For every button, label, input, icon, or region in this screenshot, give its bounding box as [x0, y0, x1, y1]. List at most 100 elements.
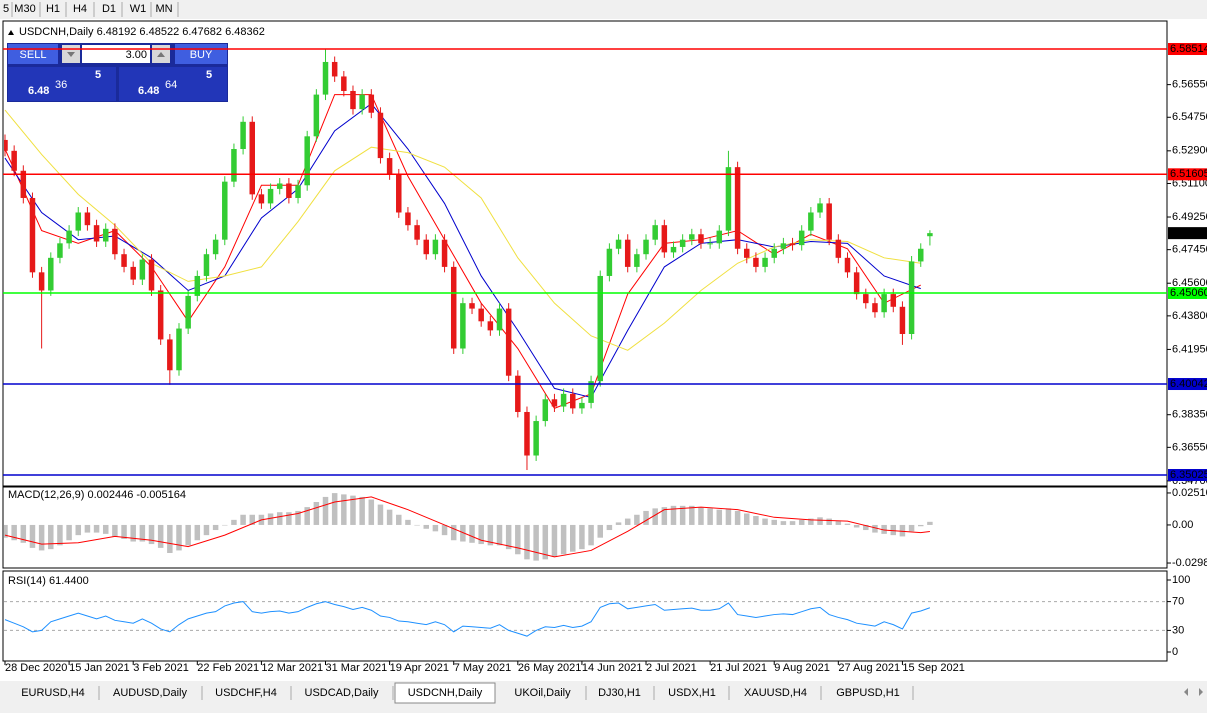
rsi-line: [4, 601, 931, 637]
tab-scroll-left[interactable]: [1184, 688, 1188, 696]
tab-label[interactable]: UKOil,Daily: [514, 687, 571, 699]
moving-average: [4, 94, 921, 409]
candle-body: [331, 61, 338, 77]
candle-body: [203, 254, 210, 276]
candle-body: [93, 225, 100, 242]
candle-body: [597, 275, 603, 382]
macd-bar: [661, 507, 668, 525]
active-tab[interactable]: [394, 682, 496, 704]
candle-body: [368, 94, 375, 113]
macd-bar: [295, 510, 301, 525]
tab-label[interactable]: USDCAD,Daily: [305, 687, 379, 699]
candle-body: [661, 225, 668, 253]
macd-bar: [423, 524, 429, 529]
macd-bar: [542, 524, 549, 560]
macd-bar: [185, 524, 191, 546]
macd-bar: [551, 524, 558, 557]
ask-box[interactable]: [119, 67, 227, 101]
candle-body: [423, 239, 429, 255]
candle-body: [808, 212, 814, 231]
candle-body: [725, 167, 732, 231]
candle-body: [734, 167, 741, 249]
timeframe-button[interactable]: M30: [14, 3, 35, 15]
macd-bar: [716, 509, 723, 525]
candle-body: [286, 183, 292, 198]
macd-bar: [148, 524, 155, 545]
candle-body: [121, 254, 127, 267]
candle-body: [881, 294, 887, 313]
macd-bar: [11, 524, 17, 541]
tab-label[interactable]: XAUUSD,H4: [744, 687, 807, 699]
macd-bar: [725, 508, 732, 525]
timeframe-button[interactable]: MN: [155, 3, 172, 15]
macd-bar: [441, 524, 448, 536]
macd-bar: [20, 524, 27, 543]
macd-bar: [194, 524, 201, 541]
timeframe-button[interactable]: D1: [102, 3, 116, 15]
tab-label[interactable]: DJ30,H1: [598, 687, 641, 699]
tab-label[interactable]: USDCHF,H4: [215, 687, 277, 699]
lot-value[interactable]: 3.00: [126, 49, 147, 61]
y-tick-label: 6.52900: [1172, 145, 1207, 157]
x-tick-label: 9 Aug 2021: [774, 662, 830, 674]
candle-body: [240, 121, 246, 150]
timeframe-button[interactable]: H1: [46, 3, 60, 15]
macd-bar: [75, 524, 82, 536]
candle-body: [377, 112, 384, 159]
tab-label[interactable]: GBPUSD,H1: [836, 687, 900, 699]
candle-body: [249, 121, 255, 195]
y-tick-label: 6.43800: [1172, 310, 1207, 322]
candle-body: [414, 225, 420, 240]
macd-bar: [634, 514, 640, 525]
macd-bar: [588, 524, 594, 546]
candle-body: [835, 239, 842, 258]
candle-body: [652, 225, 658, 240]
x-tick-label: 21 Jul 2021: [710, 662, 767, 674]
bid-sup: 5: [95, 69, 101, 81]
candle-body: [386, 158, 393, 175]
candle-body: [670, 246, 677, 253]
macd-bar: [331, 493, 338, 525]
candle-body: [38, 272, 45, 291]
macd-bar: [808, 518, 814, 525]
macd-bar: [48, 524, 54, 550]
macd-bar: [157, 524, 164, 548]
tab-label[interactable]: AUDUSD,Daily: [113, 687, 187, 699]
macd-bar: [798, 519, 805, 525]
buy-label[interactable]: BUY: [190, 49, 213, 61]
tab-label[interactable]: USDX,H1: [668, 687, 716, 699]
macd-bar: [231, 519, 237, 525]
collapse-icon[interactable]: [8, 30, 14, 35]
sell-label[interactable]: SELL: [20, 49, 47, 61]
candle-body: [524, 411, 530, 456]
macd-bar: [112, 524, 118, 537]
macd-bar: [313, 502, 320, 525]
macd-bar: [432, 524, 439, 532]
bid-box[interactable]: [8, 67, 116, 101]
candle-body: [212, 239, 219, 255]
tab-label[interactable]: USDCNH,Daily: [408, 687, 483, 699]
y-tick-label: 6.51100: [1172, 177, 1207, 189]
candle-body: [927, 233, 933, 237]
candle-body: [698, 234, 704, 244]
y-tick-label: 100: [1172, 574, 1190, 586]
timeframe-button[interactable]: W1: [130, 3, 147, 15]
x-tick-label: 2 Jul 2021: [646, 662, 697, 674]
x-tick-label: 15 Jan 2021: [69, 662, 130, 674]
candle-body: [478, 308, 484, 322]
tab-bar: [0, 681, 1207, 713]
timeframe-button[interactable]: 5: [3, 3, 9, 15]
macd-bar: [853, 524, 860, 528]
ask-big: 64: [165, 79, 177, 91]
macd-bar: [450, 524, 457, 541]
macd-bar: [176, 524, 182, 551]
tab-label[interactable]: EURUSD,H4: [21, 687, 85, 699]
macd-bar: [167, 524, 173, 553]
level-label: 6.45060: [1170, 287, 1207, 299]
axes: 6.56550 6.54750 6.52900 6.51100 6.49250 6.474…: [4, 43, 1207, 674]
x-tick-label: 12 Mar 2021: [261, 662, 323, 674]
timeframe-button[interactable]: H4: [73, 3, 87, 15]
candle-body: [341, 76, 347, 91]
tab-scroll-right[interactable]: [1199, 688, 1203, 696]
